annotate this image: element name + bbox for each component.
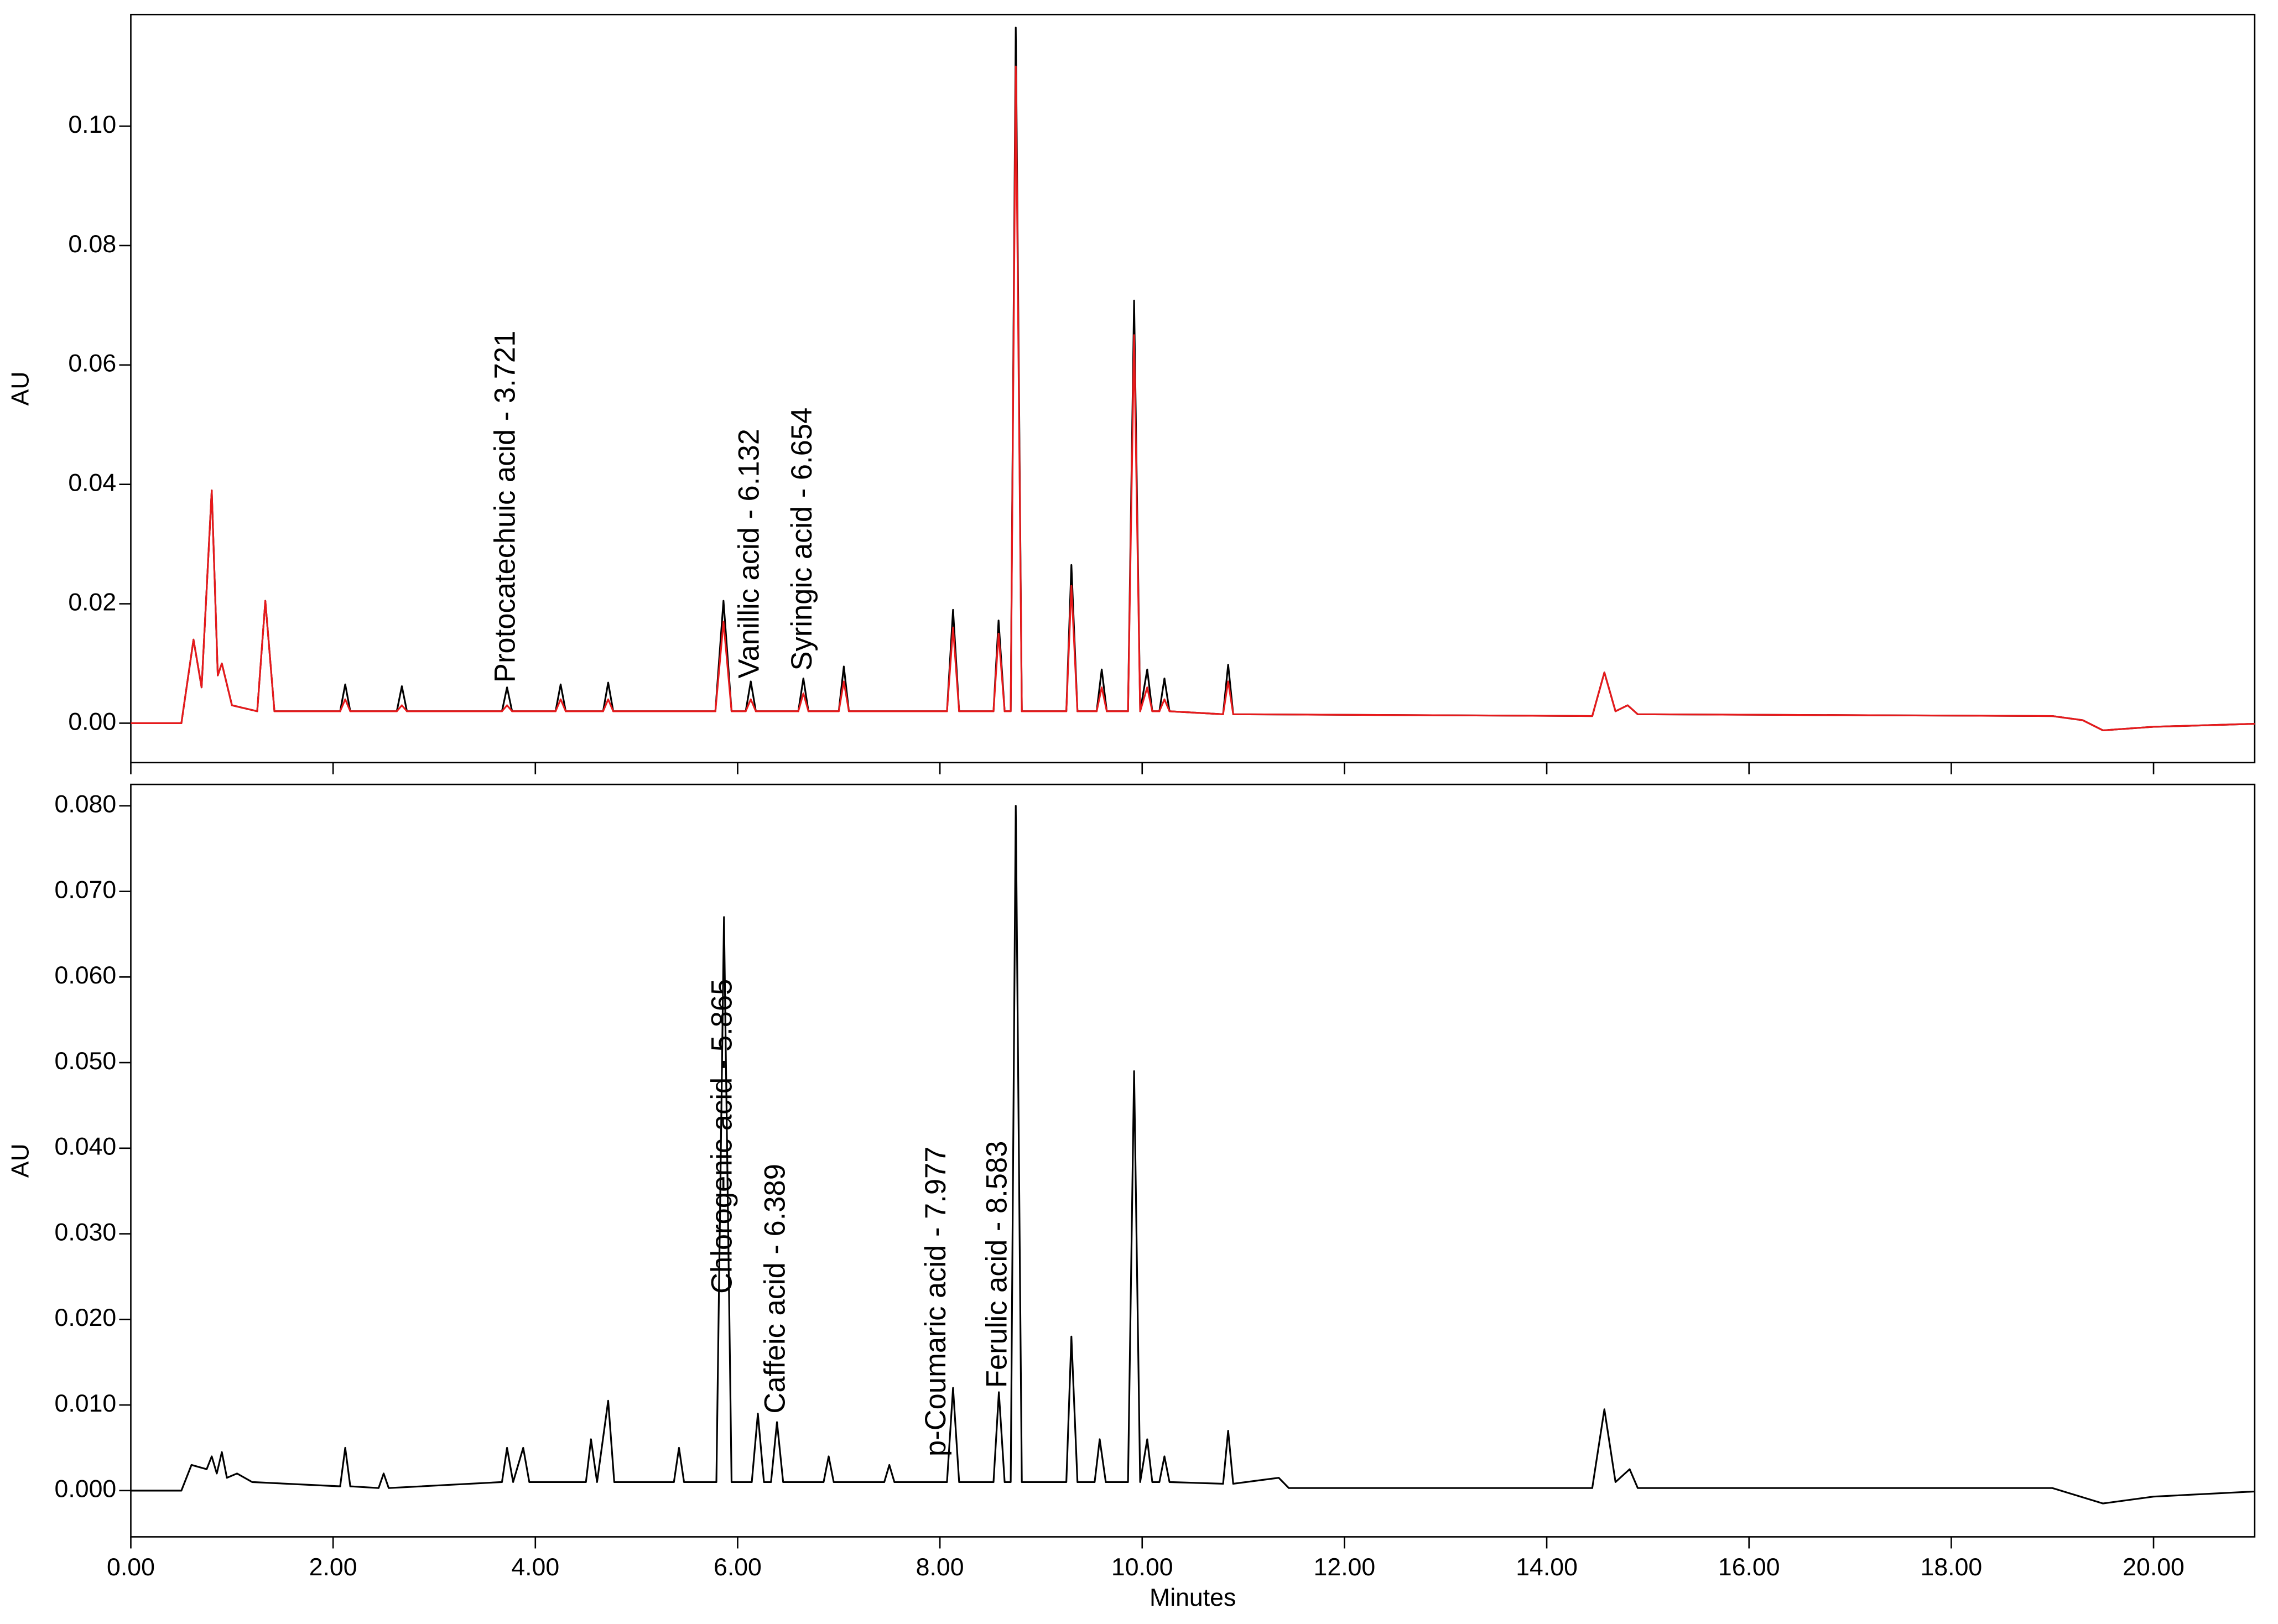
x-tick-label: 6.00 — [714, 1554, 762, 1581]
y-axis-label: AU — [7, 1143, 34, 1178]
y-tick-label: 0.060 — [55, 962, 117, 989]
y-tick-label: 0.040 — [55, 1133, 117, 1160]
x-tick-label: 4.00 — [511, 1554, 559, 1581]
y-tick-label: 0.080 — [55, 791, 117, 818]
x-tick-label: 8.00 — [916, 1554, 964, 1581]
x-tick-label: 2.00 — [309, 1554, 357, 1581]
y-tick-label: 0.030 — [55, 1219, 117, 1246]
y-tick-label: 0.00 — [68, 708, 116, 735]
trace — [131, 65, 2255, 732]
x-tick-label: 0.00 — [107, 1554, 155, 1581]
x-tick-label: 18.00 — [1921, 1554, 1983, 1581]
y-tick-label: 0.02 — [68, 589, 116, 616]
peak-label: p-Coumaric acid - 7.977 — [919, 1147, 952, 1456]
peak-label: Ferulic acid - 8.583 — [981, 1141, 1013, 1388]
trace — [131, 27, 2255, 732]
x-tick-label: 14.00 — [1516, 1554, 1578, 1581]
peak-label: Syringic acid - 6.654 — [786, 408, 818, 671]
plot-frame — [130, 783, 2256, 1538]
y-tick-label: 0.06 — [68, 350, 116, 377]
y-tick-label: 0.070 — [55, 876, 117, 903]
x-tick-label: 10.00 — [1111, 1554, 1173, 1581]
y-tick-label: 0.020 — [55, 1304, 117, 1331]
y-tick-label: 0.10 — [68, 111, 116, 138]
peak-label: Chlorogenic acid - 5.865 — [706, 979, 738, 1294]
y-axis-label: AU — [7, 371, 34, 405]
x-tick-label: 16.00 — [1718, 1554, 1780, 1581]
x-axis-label: Minutes — [1150, 1584, 1236, 1611]
peak-label: Caffeic acid - 6.389 — [758, 1164, 791, 1414]
x-tick-label: 20.00 — [2123, 1554, 2185, 1581]
peak-label: Protocatechuic acid - 3.721 — [489, 331, 522, 683]
y-tick-label: 0.050 — [55, 1048, 117, 1075]
trace — [131, 805, 2255, 1505]
y-tick-label: 0.000 — [55, 1476, 117, 1503]
peak-label: Vanillic acid - 6.132 — [732, 429, 765, 678]
x-tick-label: 12.00 — [1314, 1554, 1376, 1581]
y-tick-label: 0.04 — [68, 470, 116, 497]
y-tick-label: 0.08 — [68, 231, 116, 258]
plot-frame — [130, 13, 2256, 764]
y-tick-label: 0.010 — [55, 1390, 117, 1417]
